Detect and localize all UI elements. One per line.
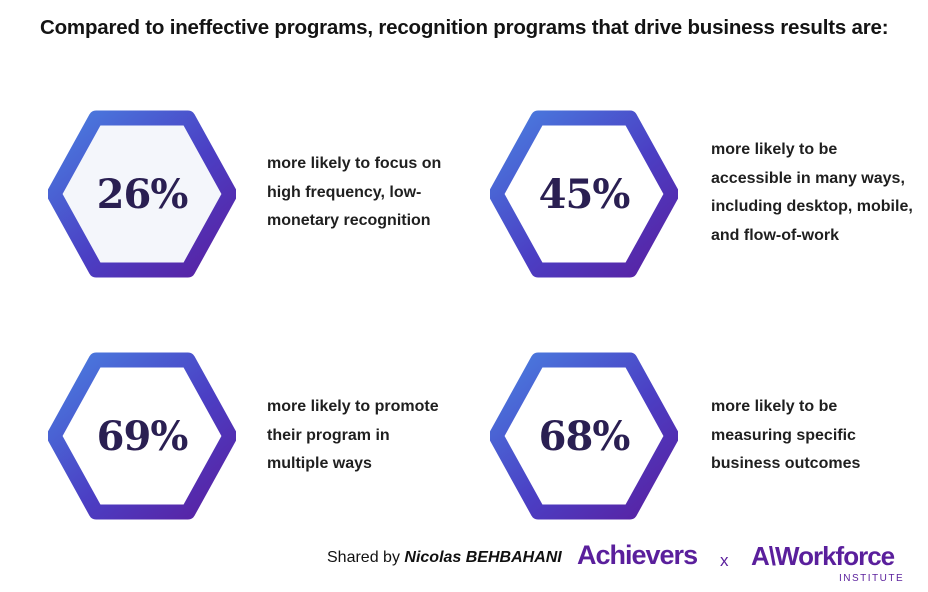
stat-value-1: 26% [96, 170, 189, 218]
stat-hexagon-2: 45% [490, 110, 678, 278]
institute-wordmark: INSTITUTE [839, 573, 905, 584]
stat-description-1: more likely to focus on high frequency, … [267, 155, 442, 229]
stat-description-2: more likely to be accessible in many way… [711, 141, 913, 244]
page-title: Compared to ineffective programs, recogn… [40, 16, 889, 39]
workforce-institute-logo: A\Workforce [751, 541, 895, 571]
stat-value-4: 68% [538, 412, 631, 460]
author-name: Nicolas BEHBAHANI [404, 549, 562, 566]
stat-description-4: more likely to be measuring specific bus… [711, 398, 861, 472]
stat-hexagon-4: 68% [490, 352, 678, 520]
achievers-logo: Achievers [577, 540, 698, 570]
logo-separator: x [720, 551, 729, 570]
stat-hexagon-1: 26% [48, 110, 236, 278]
shared-by-credit: Shared by Nicolas BEHBAHANI [327, 549, 562, 566]
stat-value-3: 69% [96, 412, 189, 460]
stat-hexagon-3: 69% [48, 352, 236, 520]
stat-value-2: 45% [538, 170, 631, 218]
stat-description-3: more likely to promote their program in … [267, 398, 439, 472]
